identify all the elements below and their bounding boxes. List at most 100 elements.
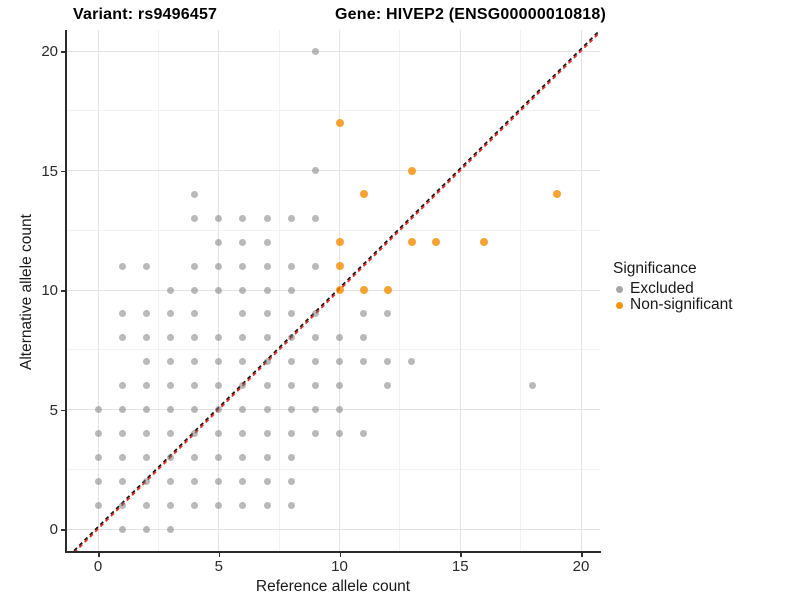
data-point-excluded <box>94 406 102 413</box>
data-point-excluded <box>118 429 126 437</box>
gridline <box>66 289 600 291</box>
data-point-excluded <box>142 429 150 437</box>
data-point-excluded <box>215 358 223 366</box>
data-point-excluded <box>191 382 199 390</box>
data-point-excluded <box>142 334 150 342</box>
data-point-excluded <box>263 286 271 294</box>
data-point-excluded <box>215 286 223 294</box>
data-point-excluded <box>215 334 223 342</box>
data-point-excluded <box>239 477 247 485</box>
data-point-excluded <box>408 358 416 366</box>
data-point-excluded <box>336 358 343 366</box>
gridline <box>66 50 600 52</box>
data-point-excluded <box>263 358 271 366</box>
gridline <box>66 170 600 171</box>
y-tick-label: 20 <box>41 43 58 60</box>
data-point-excluded <box>142 406 150 413</box>
y-tick-mark <box>61 290 65 292</box>
data-point-excluded <box>191 262 199 270</box>
legend-title: Significance <box>613 260 697 277</box>
y-tick-label: 15 <box>41 162 58 180</box>
data-point-excluded <box>529 382 537 390</box>
x-tick-label: 5 <box>214 558 223 575</box>
data-point-excluded <box>263 453 271 461</box>
data-point-excluded <box>239 334 247 342</box>
plot-title-variant: Variant: rs9496457 <box>73 6 218 23</box>
data-point-excluded <box>118 406 126 413</box>
legend-item-non-significant: Non-significant <box>613 296 793 313</box>
data-point-excluded <box>360 358 368 366</box>
legend-label: Non-significant <box>630 296 733 313</box>
plot-title-gene: Gene: HIVEP2 (ENSG00000010818) <box>335 6 607 23</box>
x-tick-mark <box>218 553 221 557</box>
data-point-excluded <box>336 406 343 413</box>
data-point-excluded <box>287 214 295 222</box>
data-point-excluded <box>384 310 392 318</box>
data-point-excluded <box>191 190 199 198</box>
data-point-excluded <box>191 310 199 318</box>
data-point-excluded <box>191 501 199 509</box>
data-point-excluded <box>166 406 174 413</box>
data-point-excluded <box>263 406 271 413</box>
data-point-excluded <box>191 453 199 461</box>
data-point-excluded <box>311 358 319 366</box>
data-point-excluded <box>311 167 319 174</box>
data-point-excluded <box>239 262 247 270</box>
y-tick-mark <box>61 51 65 53</box>
data-point-excluded <box>360 334 368 342</box>
data-point-excluded <box>191 358 199 366</box>
data-point-non-significant <box>359 286 368 294</box>
data-point-excluded <box>287 334 295 342</box>
data-point-excluded <box>94 429 102 437</box>
data-point-excluded <box>118 501 126 509</box>
data-point-excluded <box>263 310 271 318</box>
data-point-excluded <box>311 429 319 437</box>
data-point-excluded <box>287 406 295 413</box>
data-point-non-significant <box>335 118 344 127</box>
data-point-non-significant <box>480 238 489 247</box>
gridline <box>66 468 600 470</box>
data-point-excluded <box>215 406 223 413</box>
data-point-excluded <box>336 334 343 342</box>
data-point-non-significant <box>407 166 416 175</box>
y-tick-label: 10 <box>41 282 58 299</box>
data-point-excluded <box>311 310 319 318</box>
y-tick-mark <box>61 170 65 172</box>
data-point-excluded <box>384 358 392 366</box>
data-point-excluded <box>118 262 126 270</box>
data-point-excluded <box>287 429 295 437</box>
data-point-excluded <box>215 382 223 390</box>
y-tick-mark <box>61 529 65 531</box>
x-tick-label: 10 <box>331 558 348 575</box>
x-tick-mark <box>98 553 100 557</box>
data-point-excluded <box>118 525 126 533</box>
data-point-excluded <box>287 501 295 509</box>
data-point-excluded <box>118 453 126 461</box>
data-point-excluded <box>191 429 199 437</box>
gridline <box>580 30 582 551</box>
data-point-excluded <box>311 262 319 270</box>
data-point-excluded <box>215 429 223 437</box>
data-point-excluded <box>215 262 223 270</box>
data-point-excluded <box>311 406 319 413</box>
data-point-excluded <box>142 477 150 485</box>
y-tick-label: 5 <box>49 401 58 419</box>
data-point-excluded <box>263 334 271 342</box>
data-point-excluded <box>263 214 271 222</box>
data-point-excluded <box>384 382 392 390</box>
data-point-excluded <box>166 382 174 390</box>
data-point-excluded <box>142 382 150 390</box>
x-tick-label: 20 <box>572 558 590 575</box>
data-point-excluded <box>239 501 247 509</box>
data-point-excluded <box>263 382 271 390</box>
data-point-excluded <box>94 453 102 461</box>
data-point-excluded <box>287 477 295 485</box>
plot-panel <box>66 30 600 551</box>
data-point-non-significant <box>359 190 368 199</box>
data-point-excluded <box>360 429 368 437</box>
data-point-excluded <box>166 525 174 533</box>
data-point-excluded <box>239 429 247 437</box>
data-point-non-significant <box>335 286 344 294</box>
data-point-excluded <box>142 310 150 318</box>
